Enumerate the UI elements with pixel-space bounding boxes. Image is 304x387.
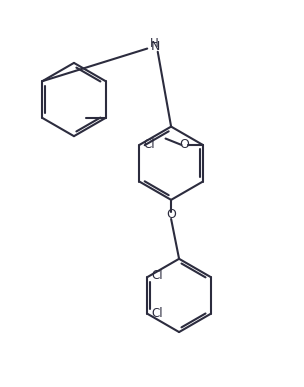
- Text: Cl: Cl: [143, 139, 155, 151]
- Text: Cl: Cl: [151, 269, 163, 282]
- Text: N: N: [150, 41, 160, 53]
- Text: O: O: [180, 139, 190, 151]
- Text: Cl: Cl: [151, 307, 163, 320]
- Text: H: H: [150, 37, 159, 50]
- Text: O: O: [166, 208, 176, 221]
